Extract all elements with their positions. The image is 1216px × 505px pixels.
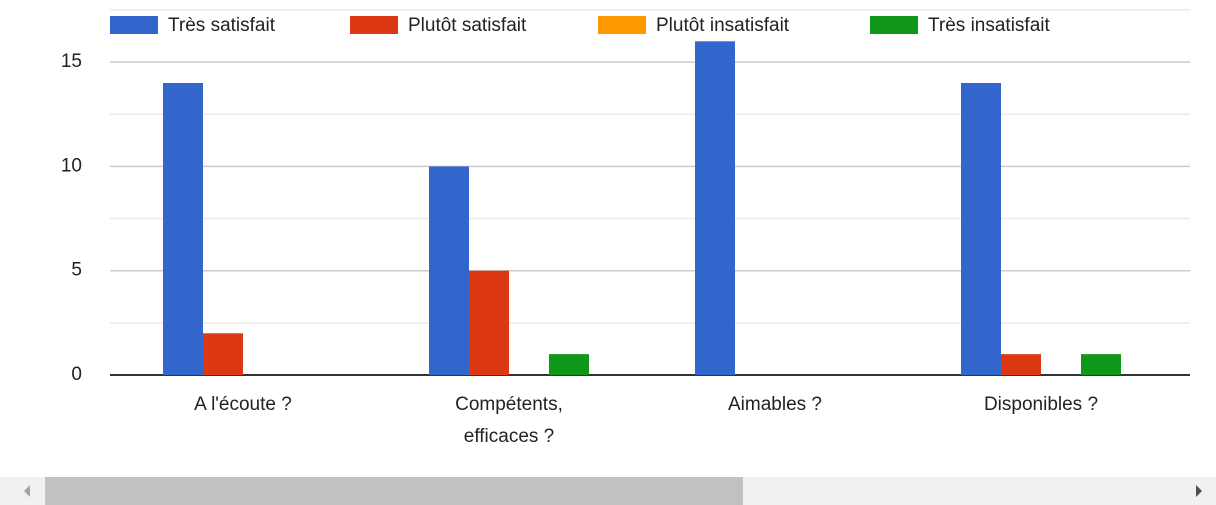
x-tick-label: Disponibles ?	[983, 394, 1099, 415]
y-tick-label: 5	[71, 260, 82, 281]
y-tick-label: 0	[71, 364, 82, 385]
bar	[1001, 354, 1041, 375]
bar	[203, 333, 243, 375]
bar	[429, 166, 469, 375]
x-tick-label: Aimables ?	[728, 394, 822, 415]
x-tick-label: A l'écoute ?	[194, 394, 292, 415]
legend-label: Très satisfait	[168, 15, 276, 36]
legend-label: Plutôt satisfait	[408, 15, 527, 36]
bar	[469, 270, 509, 375]
legend-swatch	[870, 16, 918, 34]
legend-swatch	[598, 16, 646, 34]
scrollbar-thumb[interactable]	[45, 477, 743, 505]
bar	[1081, 354, 1121, 375]
scroll-left-arrow[interactable]	[24, 485, 30, 497]
legend-swatch	[110, 16, 158, 34]
legend-swatch	[350, 16, 398, 34]
bar	[961, 83, 1001, 375]
y-tick-label: 10	[61, 155, 82, 176]
scroll-right-arrow[interactable]	[1196, 485, 1202, 497]
legend-label: Plutôt insatisfait	[656, 15, 790, 36]
bar	[695, 41, 735, 376]
bar	[549, 354, 589, 375]
x-tick-label: Compétents, efficaces ?	[455, 394, 563, 447]
legend-label: Très insatisfait	[928, 15, 1050, 36]
y-tick-label: 15	[61, 51, 82, 72]
bar	[163, 83, 203, 375]
